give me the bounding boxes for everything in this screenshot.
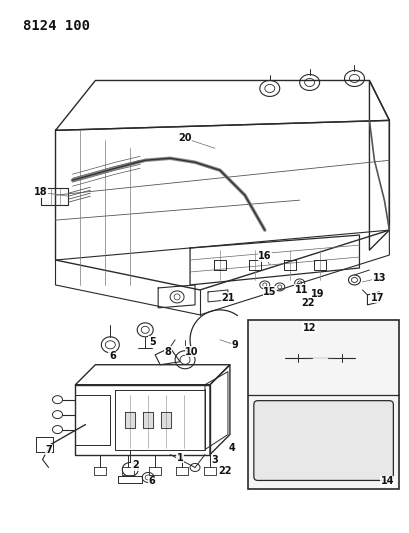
Text: 16: 16 bbox=[257, 251, 271, 261]
Text: 22: 22 bbox=[218, 466, 231, 477]
Text: 12: 12 bbox=[302, 323, 316, 333]
Text: 1: 1 bbox=[176, 453, 183, 463]
Text: 14: 14 bbox=[380, 477, 393, 487]
Polygon shape bbox=[143, 411, 153, 427]
Text: 8: 8 bbox=[164, 347, 171, 357]
FancyBboxPatch shape bbox=[253, 401, 392, 480]
Text: 5: 5 bbox=[148, 337, 155, 347]
Text: 20: 20 bbox=[178, 133, 191, 143]
Text: 19: 19 bbox=[310, 289, 324, 299]
Text: 3: 3 bbox=[211, 456, 218, 465]
Bar bbox=[247, 320, 398, 489]
Polygon shape bbox=[125, 411, 135, 427]
Text: 2: 2 bbox=[132, 461, 138, 471]
Text: 10: 10 bbox=[185, 347, 198, 357]
Text: 7: 7 bbox=[45, 445, 52, 455]
Text: 13: 13 bbox=[372, 273, 385, 283]
Text: 17: 17 bbox=[370, 293, 383, 303]
Text: 15: 15 bbox=[263, 287, 276, 297]
Text: 22: 22 bbox=[300, 298, 314, 308]
Text: 6: 6 bbox=[148, 477, 155, 487]
Polygon shape bbox=[161, 411, 171, 427]
Text: 6: 6 bbox=[109, 351, 115, 361]
Text: 21: 21 bbox=[220, 293, 234, 303]
Text: 4: 4 bbox=[228, 442, 235, 453]
Text: 9: 9 bbox=[231, 340, 238, 350]
Text: 8124 100: 8124 100 bbox=[22, 19, 90, 33]
Text: 18: 18 bbox=[34, 187, 47, 197]
Text: 11: 11 bbox=[294, 285, 308, 295]
